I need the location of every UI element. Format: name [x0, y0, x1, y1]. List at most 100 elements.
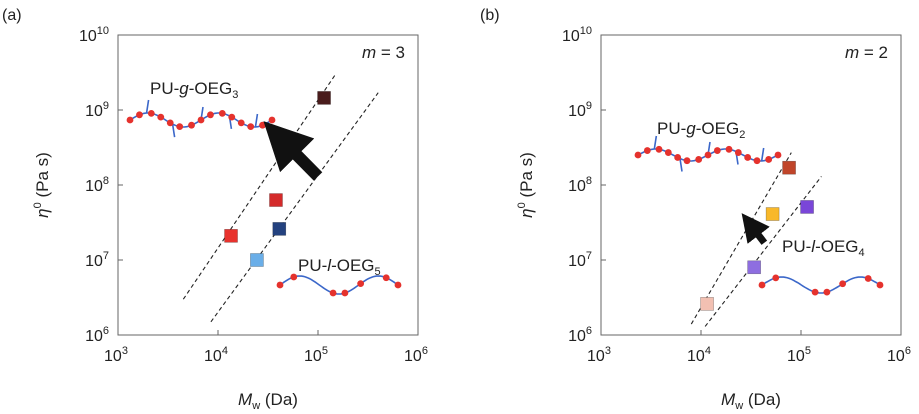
- marks-layer: [700, 160, 814, 311]
- x-tick-label: 106: [887, 345, 911, 365]
- y-tick-label: 1010: [562, 25, 592, 45]
- linear-backbone: [279, 275, 399, 295]
- x-axis-label: Mw (Da): [721, 390, 781, 412]
- monomer-dot: [758, 281, 766, 289]
- monomer-dot: [247, 123, 255, 131]
- monomer-dot: [765, 156, 773, 163]
- monomer-dot: [329, 289, 337, 297]
- shift-arrow: [263, 121, 323, 181]
- monomer-dot: [357, 280, 365, 287]
- x-tick-label: 104: [687, 345, 711, 365]
- series-label-linear: PU-l-OEG5: [298, 256, 381, 278]
- monomer-dot: [276, 281, 284, 289]
- monomer-dot: [197, 116, 205, 124]
- chart-panel-a: (a) 103 104 105 106 106 107 108 109 1010 Mw (Da)…: [2, 7, 428, 412]
- monomer-dot: [772, 274, 780, 282]
- monomer-dot: [147, 109, 155, 117]
- marks-layer: [224, 91, 331, 267]
- monomer-dot: [268, 116, 276, 124]
- guide-line: [704, 176, 822, 327]
- y-tick-label: 109: [85, 100, 109, 120]
- data-point: [269, 193, 283, 207]
- monomer-dot: [634, 151, 642, 159]
- x-tick-label: 105: [787, 345, 811, 365]
- tick-layer: 103 104 105 106 106 107 108 109 1010: [79, 25, 428, 365]
- monomer-dot: [228, 113, 236, 121]
- series-label-linear: PU-l-OEG4: [782, 237, 865, 259]
- x-tick-label: 103: [104, 345, 128, 365]
- monomer-dot: [823, 288, 831, 296]
- guide-line: [210, 92, 379, 323]
- monomer-dot: [218, 109, 226, 117]
- y-axis-label: η0 (Pa s): [32, 152, 52, 218]
- monomer-dot: [136, 111, 143, 119]
- side-chain: [760, 147, 765, 162]
- data-point: [317, 91, 331, 105]
- side-chain: [679, 158, 683, 172]
- guide-line: [182, 73, 337, 300]
- guide-layer: [182, 73, 379, 323]
- m-annotation: m = 2: [845, 43, 888, 62]
- monomer-dot: [394, 281, 402, 289]
- side-chain: [145, 99, 150, 114]
- monomer-dot: [166, 119, 174, 127]
- monomer-dot: [683, 157, 691, 165]
- monomer-dot: [774, 151, 782, 159]
- monomer-dot: [734, 149, 742, 156]
- side-chain: [254, 113, 259, 128]
- data-point: [272, 222, 287, 236]
- plot-frame: [600, 34, 902, 336]
- monomer-dot: [382, 274, 390, 282]
- monomer-dot: [695, 156, 703, 163]
- x-tick-label: 103: [587, 345, 611, 365]
- data-point: [224, 229, 238, 243]
- panel-label: (b): [480, 7, 500, 24]
- data-point: [800, 200, 814, 214]
- x-axis-label: Mw (Da): [238, 390, 298, 412]
- series-label-graft: PU-g-OEG3: [150, 79, 238, 101]
- data-point: [782, 160, 796, 175]
- monomer-dot: [341, 289, 349, 297]
- monomer-dot: [864, 275, 872, 282]
- x-tick-label: 104: [204, 345, 228, 365]
- series-label-graft: PU-g-OEG2: [657, 119, 745, 141]
- shift-arrow: [741, 213, 770, 245]
- data-point: [747, 260, 761, 275]
- linear-backbone: [761, 276, 881, 294]
- monomer-dot: [176, 123, 184, 131]
- guide-layer: [690, 152, 822, 327]
- side-chain: [171, 123, 176, 138]
- panel-label: (a): [2, 7, 22, 24]
- y-tick-label: 109: [568, 100, 592, 120]
- y-tick-label: 106: [568, 325, 592, 345]
- chart-panel-b: (b) 103 104 105 106 106 107 108 109 1010 Mw (Da)…: [480, 7, 911, 412]
- monomer-dot: [704, 151, 712, 159]
- side-chain: [653, 135, 658, 150]
- monomer-dot: [753, 157, 761, 165]
- data-point: [250, 253, 264, 267]
- plot-frame: [117, 34, 419, 336]
- monomer-dot: [744, 154, 752, 161]
- monomer-dot: [725, 145, 733, 153]
- data-point: [765, 207, 780, 221]
- x-tick-label: 106: [404, 345, 428, 365]
- monomer-dot: [664, 149, 672, 156]
- monomer-dot: [839, 280, 847, 288]
- m-annotation: m = 3: [362, 43, 405, 62]
- tick-layer: 103 104 105 106 106 107 108 109 1010: [562, 25, 911, 365]
- y-tick-label: 107: [85, 250, 109, 270]
- monomer-dot: [811, 288, 819, 296]
- data-point: [700, 297, 714, 311]
- y-axis-label: η0 (Pa s): [516, 152, 536, 218]
- monomer-dot: [643, 147, 651, 154]
- y-tick-label: 107: [568, 250, 592, 270]
- monomer-dot: [876, 281, 884, 289]
- polymer-cartoon-layer: [634, 135, 884, 296]
- monomer-dot: [157, 113, 165, 121]
- monomer-dot: [237, 119, 245, 127]
- guide-line: [690, 152, 792, 325]
- monomer-dot: [126, 116, 134, 124]
- monomer-dot: [290, 273, 298, 281]
- y-tick-label: 1010: [79, 25, 109, 45]
